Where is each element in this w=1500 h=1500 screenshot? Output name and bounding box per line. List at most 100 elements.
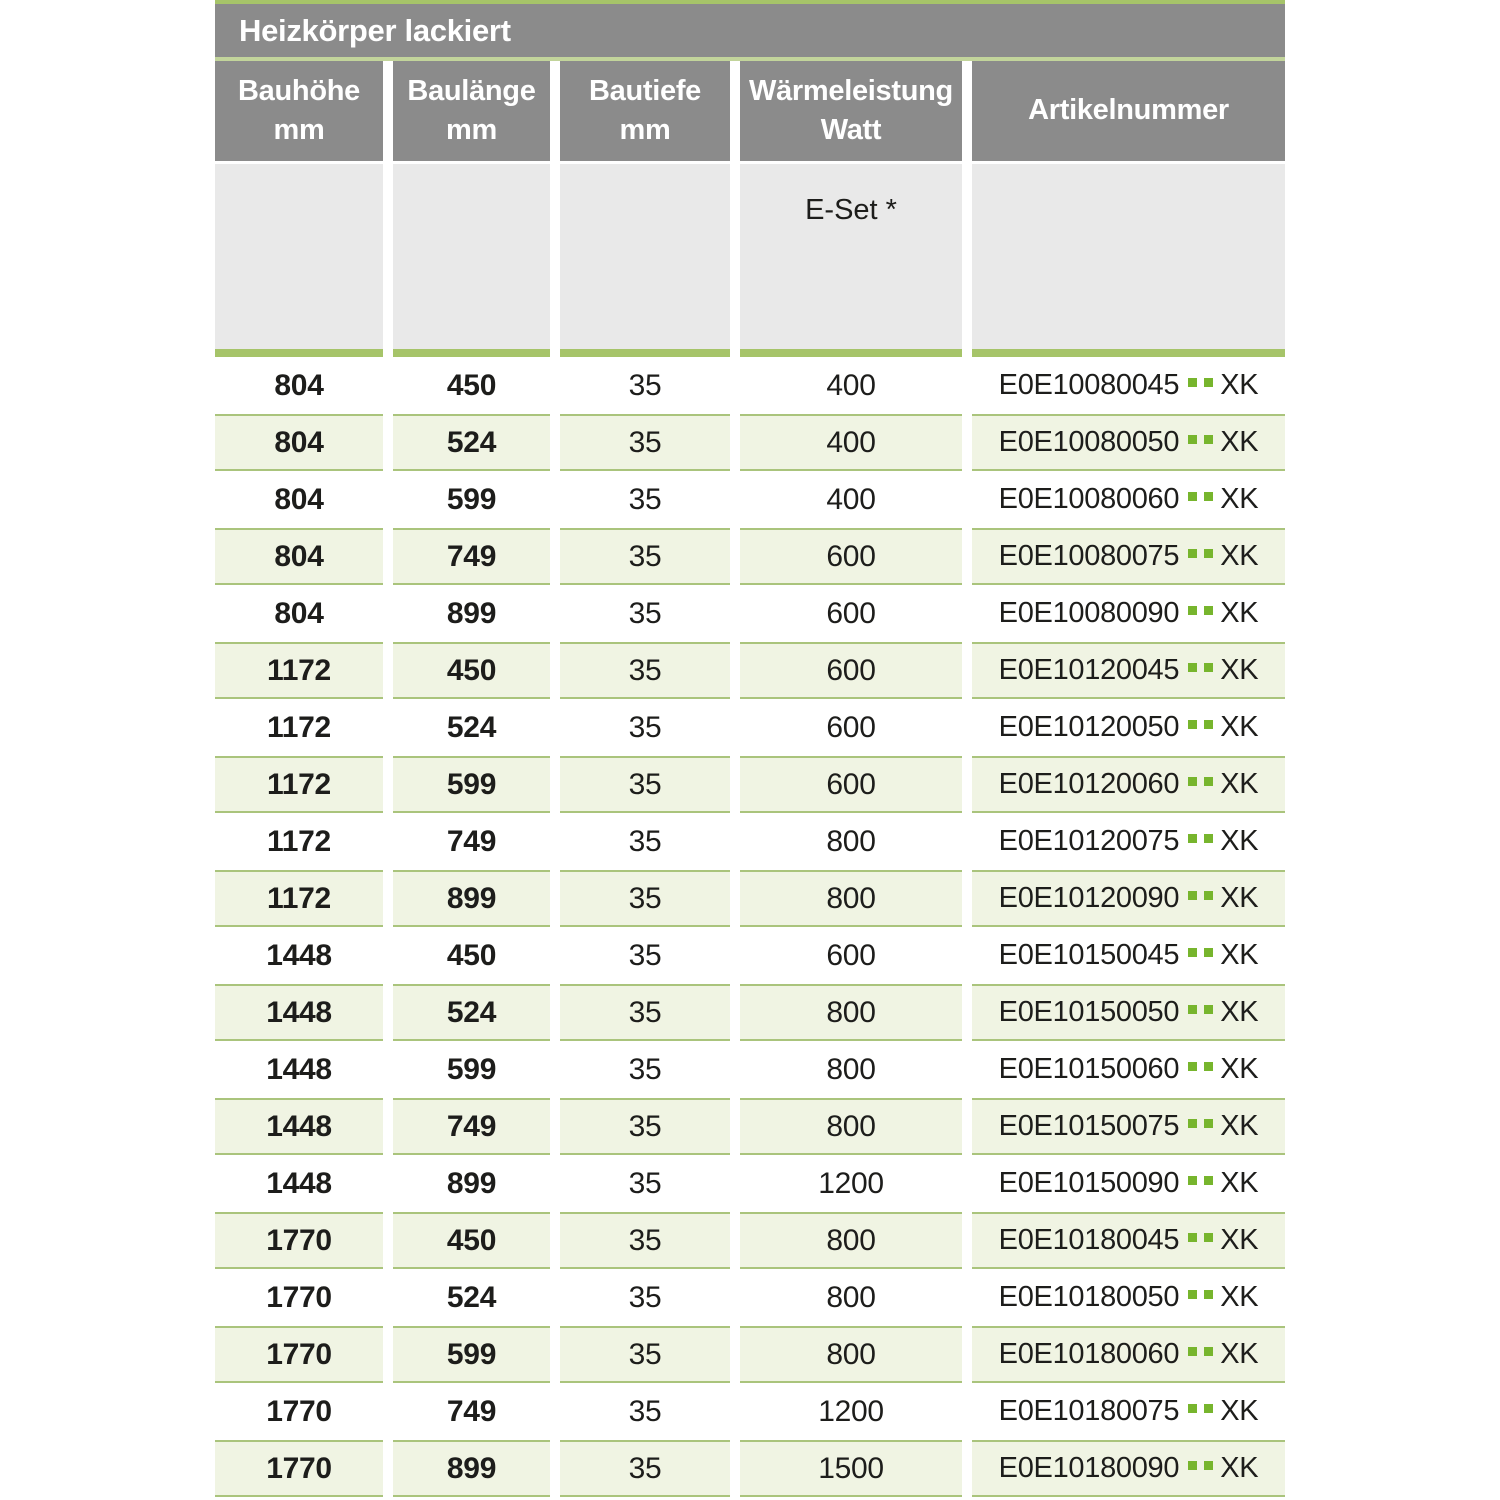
article-suffix: XK xyxy=(1220,1053,1259,1085)
eset-note: E-Set * xyxy=(805,194,897,226)
article-suffix: XK xyxy=(1220,1452,1259,1484)
cell-artikelnummer: E0E10150045 XK xyxy=(972,927,1285,984)
cell-artikelnummer: E0E10180075 XK xyxy=(972,1383,1285,1440)
table-row: 804 524 35 400 E0E10080050 XK xyxy=(215,414,1285,471)
table-header-row: Bauhöhe mm Baulänge mm Bautiefe mm Wärme… xyxy=(215,61,1285,161)
cell-baulaenge: 524 xyxy=(393,984,550,1041)
product-table: Heizkörper lackiert Bauhöhe mm Baulänge … xyxy=(215,0,1285,1497)
cell-watt: 800 xyxy=(740,984,962,1041)
cell-artikelnummer: E0E10080060 XK xyxy=(972,471,1285,528)
cell-artikelnummer: E0E10150050 XK xyxy=(972,984,1285,1041)
header-label: Baulänge xyxy=(407,74,536,107)
article-suffix: XK xyxy=(1220,1224,1259,1256)
article-suffix: XK xyxy=(1220,483,1259,515)
table-row: 1770 599 35 800 E0E10180060 XK xyxy=(215,1326,1285,1383)
article-number: E0E10180075 xyxy=(998,1395,1180,1427)
article-suffix: XK xyxy=(1220,654,1259,686)
cell-bautiefe: 35 xyxy=(560,1383,730,1440)
table-row: 1448 524 35 800 E0E10150050 XK xyxy=(215,984,1285,1041)
cell-artikelnummer: E0E10080045 XK xyxy=(972,357,1285,414)
cell-bauhoehe: 1448 xyxy=(215,1041,383,1098)
cell-baulaenge: 524 xyxy=(393,699,550,756)
placeholder-dots-icon xyxy=(1188,1461,1214,1470)
cell-bautiefe: 35 xyxy=(560,585,730,642)
cell-baulaenge: 524 xyxy=(393,1269,550,1326)
cell-watt: 600 xyxy=(740,699,962,756)
cell-artikelnummer: E0E10180090 XK xyxy=(972,1440,1285,1497)
table-row: 804 599 35 400 E0E10080060 XK xyxy=(215,471,1285,528)
cell-bauhoehe: 1172 xyxy=(215,699,383,756)
cell-watt: 800 xyxy=(740,1269,962,1326)
cell-bautiefe: 35 xyxy=(560,870,730,927)
article-number: E0E10120090 xyxy=(998,882,1180,914)
cell-baulaenge: 599 xyxy=(393,756,550,813)
cell-bauhoehe: 1172 xyxy=(215,813,383,870)
header-unit: Watt xyxy=(820,114,882,146)
subheader-cell-eset: E-Set * xyxy=(740,164,962,357)
article-number: E0E10150050 xyxy=(998,996,1180,1028)
cell-bautiefe: 35 xyxy=(560,1440,730,1497)
article-number: E0E10080090 xyxy=(998,597,1180,629)
article-number: E0E10180090 xyxy=(998,1452,1180,1484)
cell-bauhoehe: 804 xyxy=(215,528,383,585)
placeholder-dots-icon xyxy=(1188,777,1214,786)
placeholder-dots-icon xyxy=(1188,606,1214,615)
article-number: E0E10150045 xyxy=(998,939,1180,971)
title-divider-line xyxy=(215,57,1285,61)
cell-watt: 600 xyxy=(740,927,962,984)
article-suffix: XK xyxy=(1220,426,1259,458)
article-suffix: XK xyxy=(1220,1281,1259,1313)
table-row: 1448 749 35 800 E0E10150075 XK xyxy=(215,1098,1285,1155)
cell-artikelnummer: E0E10180050 XK xyxy=(972,1269,1285,1326)
cell-baulaenge: 749 xyxy=(393,813,550,870)
cell-bauhoehe: 1448 xyxy=(215,1155,383,1212)
article-number: E0E10120050 xyxy=(998,711,1180,743)
header-unit: mm xyxy=(619,114,671,146)
placeholder-dots-icon xyxy=(1188,663,1214,672)
article-suffix: XK xyxy=(1220,540,1259,572)
cell-bauhoehe: 1448 xyxy=(215,927,383,984)
header-cell-bautiefe: Bautiefe mm xyxy=(560,61,730,161)
table-row: 1770 524 35 800 E0E10180050 XK xyxy=(215,1269,1285,1326)
placeholder-dots-icon xyxy=(1188,435,1214,444)
article-suffix: XK xyxy=(1220,825,1259,857)
placeholder-dots-icon xyxy=(1188,1404,1214,1413)
article-number: E0E10120060 xyxy=(998,768,1180,800)
cell-watt: 1500 xyxy=(740,1440,962,1497)
cell-artikelnummer: E0E10120045 XK xyxy=(972,642,1285,699)
article-number: E0E10120075 xyxy=(998,825,1180,857)
table-row: 1448 599 35 800 E0E10150060 XK xyxy=(215,1041,1285,1098)
cell-bauhoehe: 1172 xyxy=(215,642,383,699)
article-suffix: XK xyxy=(1220,1167,1259,1199)
cell-bauhoehe: 804 xyxy=(215,585,383,642)
table-row: 1770 899 35 1500 E0E10180090 XK xyxy=(215,1440,1285,1497)
cell-bauhoehe: 1172 xyxy=(215,756,383,813)
cell-bauhoehe: 1770 xyxy=(215,1326,383,1383)
cell-bauhoehe: 1172 xyxy=(215,870,383,927)
article-suffix: XK xyxy=(1220,369,1259,401)
subheader-cell-artikelnummer xyxy=(972,164,1285,357)
cell-bauhoehe: 1448 xyxy=(215,984,383,1041)
table-row: 1770 450 35 800 E0E10180045 XK xyxy=(215,1212,1285,1269)
table-title-bar: Heizkörper lackiert xyxy=(215,4,1285,57)
table-row: 1172 524 35 600 E0E10120050 XK xyxy=(215,699,1285,756)
cell-bautiefe: 35 xyxy=(560,357,730,414)
cell-watt: 800 xyxy=(740,1326,962,1383)
cell-baulaenge: 524 xyxy=(393,414,550,471)
placeholder-dots-icon xyxy=(1188,834,1214,843)
cell-artikelnummer: E0E10120060 XK xyxy=(972,756,1285,813)
cell-watt: 800 xyxy=(740,870,962,927)
cell-artikelnummer: E0E10080090 XK xyxy=(972,585,1285,642)
table-subheader-row: E-Set * xyxy=(215,164,1285,357)
cell-artikelnummer: E0E10120075 XK xyxy=(972,813,1285,870)
cell-baulaenge: 599 xyxy=(393,1326,550,1383)
cell-bautiefe: 35 xyxy=(560,699,730,756)
cell-bautiefe: 35 xyxy=(560,1269,730,1326)
article-suffix: XK xyxy=(1220,882,1259,914)
cell-bautiefe: 35 xyxy=(560,1041,730,1098)
cell-bauhoehe: 804 xyxy=(215,414,383,471)
table-row: 804 899 35 600 E0E10080090 XK xyxy=(215,585,1285,642)
placeholder-dots-icon xyxy=(1188,1005,1214,1014)
placeholder-dots-icon xyxy=(1188,378,1214,387)
cell-artikelnummer: E0E10150075 XK xyxy=(972,1098,1285,1155)
